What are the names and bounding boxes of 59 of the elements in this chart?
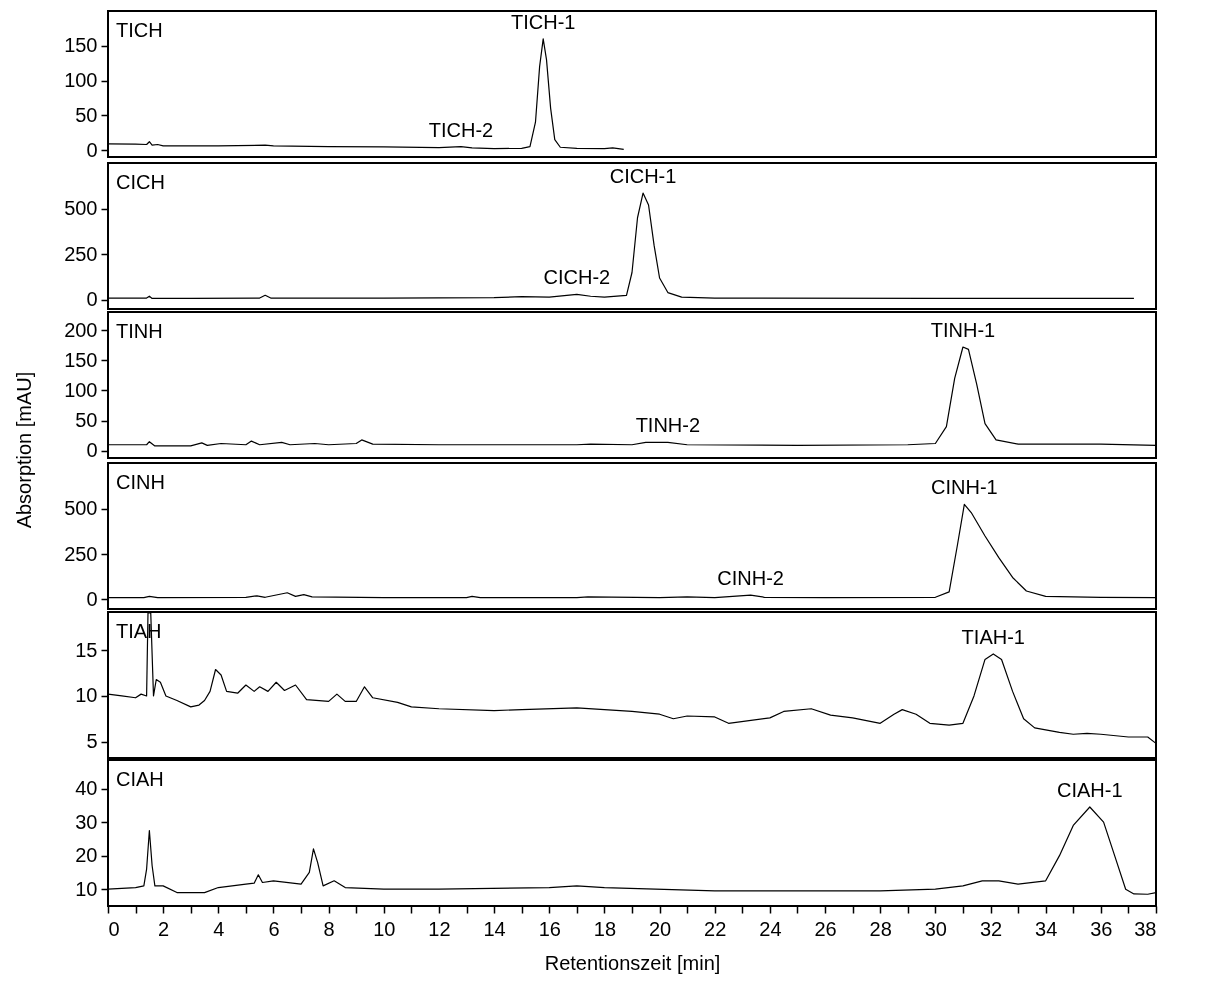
y-tick-label: 50	[75, 409, 98, 432]
y-tick-label: 50	[75, 103, 98, 126]
x-tick-label: 38	[1134, 917, 1157, 940]
annotation: TINH-1	[930, 318, 996, 341]
annotation: CICH-1	[609, 165, 677, 188]
x-tick-label: 32	[979, 917, 1003, 940]
y-tick-label: 0	[86, 439, 98, 462]
chart-title: CIAH	[116, 768, 164, 790]
annotation: TIAH-1	[961, 625, 1025, 648]
annotation: CICH-2	[543, 266, 611, 289]
x-tick-label: 28	[869, 917, 892, 940]
chart-title: CICH	[116, 171, 165, 193]
x-tick-label: 10	[373, 917, 396, 940]
chart-title: CINH	[116, 471, 165, 493]
x-tick-label: 0	[108, 917, 120, 940]
y-tick-label: 100	[64, 69, 98, 92]
y-tick-label: 5	[86, 730, 98, 753]
x-tick-label: 30	[924, 917, 947, 940]
chart-title: TICH	[116, 19, 163, 41]
x-tick-label: 14	[483, 917, 506, 940]
y-tick-label: 0	[86, 288, 98, 311]
x-tick-label: 36	[1090, 917, 1113, 940]
y-tick-label: 40	[75, 777, 98, 800]
y-tick-label: 100	[64, 378, 98, 401]
x-tick-label: 4	[213, 917, 225, 940]
y-tick-label: 500	[64, 197, 98, 220]
y-tick-label: 200	[64, 318, 98, 341]
x-tick-label: 24	[759, 917, 782, 940]
y-tick-label: 10	[75, 684, 98, 707]
y-tick-label: 30	[75, 810, 98, 833]
x-tick-label: 26	[814, 917, 837, 940]
x-tick-label: 20	[648, 917, 672, 940]
annotation: CIAH-1	[1057, 778, 1123, 801]
x-tick-label: 34	[1035, 917, 1058, 940]
chart-title: TINH	[116, 320, 163, 342]
x-tick-label: 22	[704, 917, 727, 940]
annotation: TICH-2	[428, 118, 494, 141]
y-tick-label: 0	[86, 587, 98, 610]
annotation: TICH-1	[510, 10, 576, 33]
y-tick-label: 150	[64, 34, 98, 57]
y-tick-label: 10	[75, 877, 98, 900]
y-tick-label: 500	[64, 497, 98, 520]
x-tick-label: 12	[428, 917, 451, 940]
x-tick-label: 6	[268, 917, 280, 940]
y-tick-label: 250	[64, 242, 98, 265]
annotation: CINH-1	[930, 476, 998, 499]
y-tick-label: 250	[64, 542, 98, 565]
x-tick-label: 18	[593, 917, 617, 940]
y-tick-label: 15	[75, 638, 98, 661]
x-tick-label: 2	[158, 917, 170, 940]
y-tick-label: 150	[64, 348, 98, 371]
x-tick-label: 16	[538, 917, 561, 940]
annotation: TINH-2	[635, 414, 701, 437]
y-tick-label: 0	[86, 138, 98, 161]
y-tick-label: 20	[75, 844, 98, 867]
x-axis-title: Retentionszeit [min]	[544, 951, 721, 974]
annotation: CINH-2	[717, 567, 784, 590]
x-tick-label: 8	[323, 917, 335, 940]
y-axis-title: Absorption [mAU]	[12, 371, 36, 529]
